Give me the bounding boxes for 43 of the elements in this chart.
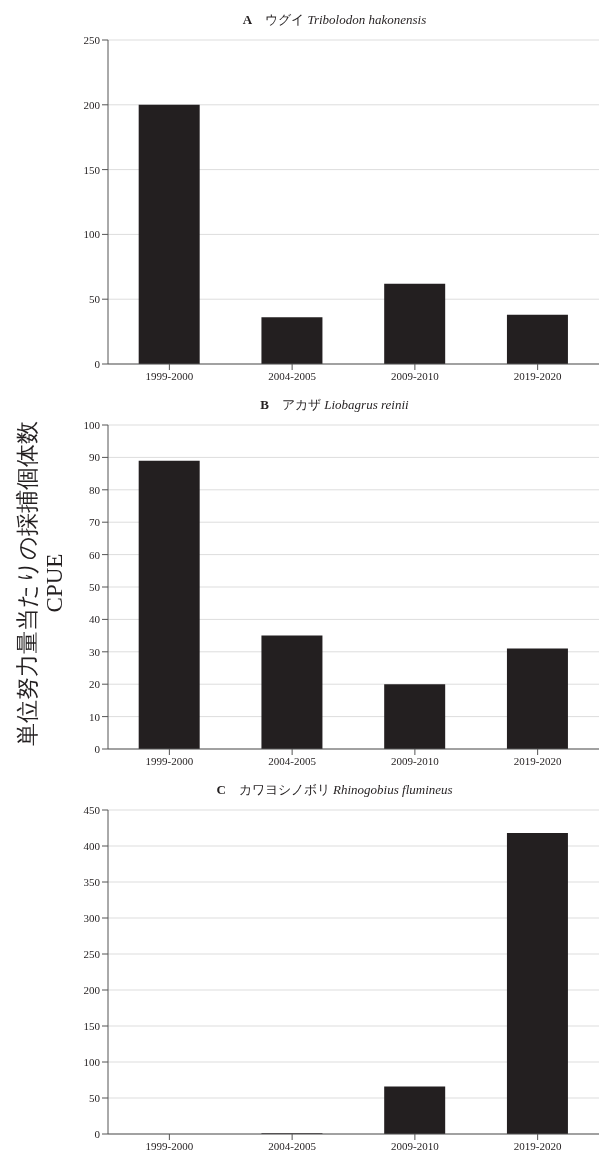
y-tick-label: 10: [89, 710, 101, 723]
y-tick-label: 50: [89, 580, 101, 593]
y-tick-label: 300: [83, 911, 101, 924]
x-tick-label: 2004-2005: [268, 1139, 317, 1151]
y-tick-label: 400: [83, 839, 101, 852]
x-tick-label: 2004-2005: [268, 369, 317, 382]
x-tick-label: 2019-2020: [513, 1139, 562, 1151]
x-tick-label: 2019-2020: [513, 369, 562, 382]
x-tick-label: 1999-2000: [145, 754, 194, 767]
y-tick-label: 150: [83, 1019, 101, 1032]
x-tick-label: 2009-2010: [391, 1139, 440, 1151]
x-tick-label: 2019-2020: [513, 754, 562, 767]
y-tick-label: 40: [89, 613, 101, 626]
x-tick-label: 1999-2000: [145, 1139, 194, 1151]
x-tick-label: 2009-2010: [391, 369, 440, 382]
y-tick-label: 0: [94, 742, 101, 755]
y-tick-label: 100: [83, 228, 101, 241]
y-tick-label: 100: [83, 418, 101, 431]
y-tick-label: 0: [94, 357, 101, 370]
y-tick-label: 200: [83, 98, 101, 111]
y-tick-label: 50: [89, 1091, 101, 1104]
chart-title: A ウグイ Tribolodon hakonensis: [241, 11, 428, 29]
y-tick-label: 200: [83, 983, 101, 996]
y-tick-label: 60: [89, 548, 101, 561]
chart-title: C カワヨシノボリ Rhinogobius flumineus: [215, 781, 454, 799]
y-tick-label: 0: [94, 1127, 101, 1140]
y-tick-label: 90: [89, 451, 101, 464]
y-tick-label: 50: [89, 293, 101, 306]
chart-title: B アカザ Liobagrus reinii: [259, 396, 410, 414]
y-tick-label: 450: [83, 803, 101, 816]
x-tick-label: 1999-2000: [145, 369, 194, 382]
y-tick-label: 250: [83, 33, 101, 46]
y-tick-label: 100: [83, 1055, 101, 1068]
y-tick-label: 80: [89, 483, 101, 496]
y-tick-label: 250: [83, 947, 101, 960]
y-tick-label: 70: [89, 516, 101, 529]
y-tick-label: 350: [83, 875, 101, 888]
y-tick-label: 30: [89, 645, 101, 658]
y-tick-label: 20: [89, 678, 101, 691]
y-axis-title: 単位努力量当たりの採捕個体数 CPUE: [13, 419, 68, 748]
x-tick-label: 2004-2005: [268, 754, 317, 767]
x-tick-label: 2009-2010: [391, 754, 440, 767]
y-tick-label: 150: [83, 163, 101, 176]
